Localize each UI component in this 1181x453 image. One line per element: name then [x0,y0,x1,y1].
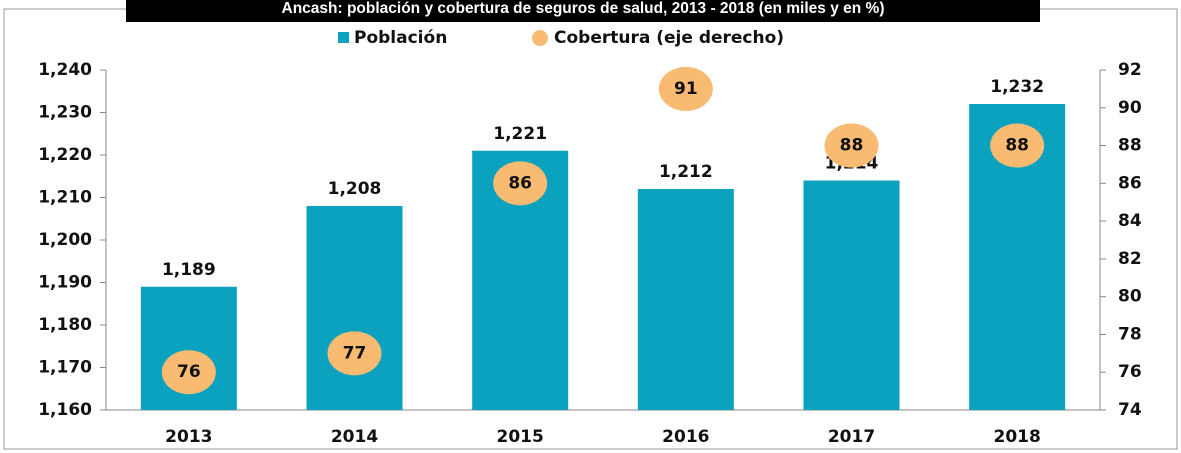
y-tick-label: 1,160 [38,400,92,420]
point [658,66,713,111]
point [493,161,548,206]
x-tick-label: 2018 [994,427,1041,447]
data-label: 1,189 [162,260,216,280]
y2-tick-label: 88 [1118,136,1142,156]
point [824,123,879,168]
y-tick-label: 1,190 [38,273,92,293]
y2-tick-label: 82 [1118,249,1142,269]
x-tick-label: 2015 [497,427,544,447]
y-tick-label: 1,220 [38,145,92,165]
y2-tick-label: 74 [1118,400,1142,420]
y-tick-label: 1,240 [38,60,92,80]
legend-label: Población [354,28,447,48]
y2-tick-label: 84 [1118,211,1142,231]
data-label: 1,232 [990,77,1044,97]
data-label: 88 [840,136,864,156]
data-label: 1,221 [493,124,547,144]
y-tick-label: 1,230 [38,103,92,123]
title-box [126,0,1040,22]
bar [637,189,734,410]
y2-tick-label: 92 [1118,60,1142,80]
point [161,350,216,395]
chart-title: Ancash: población y cobertura de seguros… [282,0,885,17]
data-label: 1,212 [659,162,713,182]
point [327,331,382,376]
x-tick-label: 2013 [165,427,212,447]
data-label: 1,208 [328,179,382,199]
y-tick-label: 1,170 [38,358,92,378]
legend-swatch [338,32,349,43]
data-label: 86 [508,173,532,193]
y2-tick-label: 76 [1118,362,1142,382]
data-label: 77 [343,343,367,363]
y2-tick-label: 86 [1118,173,1142,193]
y2-tick-label: 78 [1118,324,1142,344]
y2-tick-label: 80 [1118,287,1142,307]
y-tick-label: 1,180 [38,315,92,335]
bar [803,180,900,410]
y2-tick-label: 90 [1118,98,1142,118]
y-tick-label: 1,210 [38,188,92,208]
x-tick-label: 2014 [331,427,378,447]
legend-label: Cobertura (eje derecho) [554,28,784,48]
x-tick-label: 2016 [662,427,709,447]
point [990,123,1045,168]
data-label: 76 [177,362,201,382]
x-tick-label: 2017 [828,427,875,447]
y-tick-label: 1,200 [38,230,92,250]
legend-swatch [532,30,548,46]
bar [306,206,403,410]
data-label: 88 [1005,136,1029,156]
data-label: 91 [674,79,698,99]
